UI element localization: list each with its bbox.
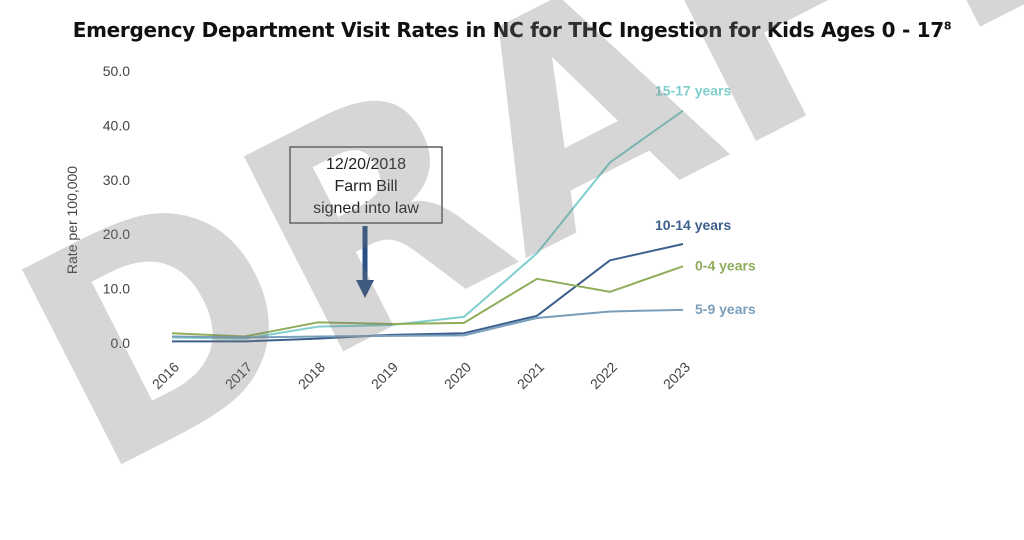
x-tick-label: 2018 [295, 359, 328, 392]
x-tick-label: 2023 [660, 359, 693, 392]
chart-title: Emergency Department Visit Rates in NC f… [0, 18, 1024, 42]
y-axis-label: Rate per 100,000 [64, 166, 80, 274]
series-label: 5-9 years [695, 301, 756, 317]
series-lines: 15-17 years 10-14 years 0-4 years 5-9 years [171, 83, 756, 343]
x-tick-label: 2020 [441, 359, 474, 392]
line-chart: 0.0 10.0 20.0 30.0 40.0 50.0 2016 2017 2018 2019… [64, 63, 756, 392]
series-line-10-14-years [172, 243, 684, 343]
annotation-text: 12/20/2018 [326, 156, 406, 173]
annotation-text: signed into law [313, 200, 419, 217]
series-label: 15-17 years [655, 83, 732, 99]
series-line-5-9-years [171, 308, 684, 339]
annotation-arrow-head [356, 280, 374, 298]
y-tick-label: 50.0 [103, 63, 130, 79]
x-tick-label: 2021 [514, 359, 547, 392]
y-axis: 0.0 10.0 20.0 30.0 40.0 50.0 [103, 63, 130, 351]
annotation: 12/20/2018 Farm Bill signed into law [289, 146, 443, 298]
series-line-0-4-years [171, 265, 684, 338]
annotation-box [289, 146, 443, 224]
series-label: 10-14 years [655, 217, 732, 233]
y-tick-label: 20.0 [103, 226, 130, 242]
y-tick-label: 40.0 [103, 117, 130, 133]
annotation-text: Farm Bill [334, 178, 397, 195]
y-tick-label: 0.0 [111, 335, 131, 351]
y-tick-label: 10.0 [103, 281, 130, 297]
chart-title-text: Emergency Department Visit Rates in NC f… [72, 18, 944, 42]
x-tick-label: 2019 [368, 359, 401, 392]
series-label: 0-4 years [695, 257, 756, 273]
series-line-15-17-years [171, 109, 684, 340]
y-tick-label: 30.0 [103, 172, 130, 188]
x-tick-label: 2017 [222, 359, 255, 392]
x-tick-label: 2016 [149, 359, 182, 392]
title-footnote: 8 [943, 19, 952, 33]
x-tick-label: 2022 [587, 359, 620, 392]
x-axis: 2016 2017 2018 2019 2020 2021 2022 2023 [149, 359, 693, 392]
